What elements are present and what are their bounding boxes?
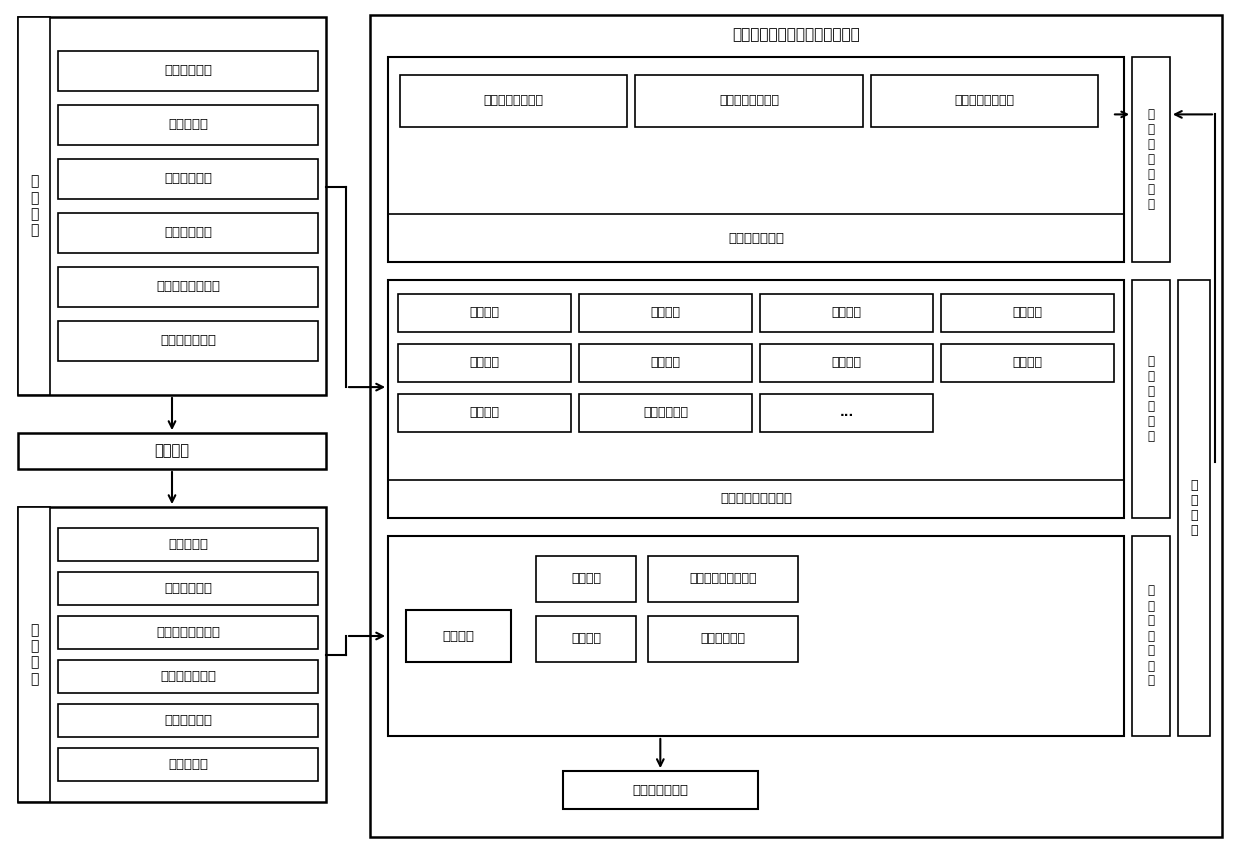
Bar bbox=[649, 616, 799, 662]
Bar bbox=[388, 280, 1123, 518]
Text: 六面照片拍摄上传: 六面照片拍摄上传 bbox=[156, 280, 219, 293]
Text: 生产批次: 生产批次 bbox=[651, 357, 681, 369]
Bar bbox=[58, 704, 317, 737]
Bar bbox=[536, 556, 636, 602]
Bar bbox=[1132, 536, 1171, 736]
Text: 含铅酸液占比: 含铅酸液占比 bbox=[644, 406, 688, 420]
Text: 废铅蓄电池完整性快速识别平台: 废铅蓄电池完整性快速识别平台 bbox=[732, 27, 859, 43]
Bar bbox=[58, 105, 317, 145]
Text: 产品型号: 产品型号 bbox=[470, 357, 500, 369]
Text: 生产日期: 生产日期 bbox=[832, 357, 862, 369]
Text: 完
整
性
识
别
模
块: 完 整 性 识 别 模 块 bbox=[1147, 585, 1154, 687]
Bar bbox=[563, 771, 758, 809]
Bar bbox=[579, 344, 751, 382]
Text: ...: ... bbox=[839, 406, 853, 420]
Text: 产品尺寸: 产品尺寸 bbox=[651, 306, 681, 320]
Bar bbox=[58, 616, 317, 649]
Bar bbox=[19, 17, 50, 395]
Text: 扫描二维码: 扫描二维码 bbox=[167, 758, 208, 771]
Bar bbox=[760, 294, 932, 332]
Bar bbox=[58, 660, 317, 693]
Text: 电
池
出
厂: 电 池 出 厂 bbox=[30, 174, 38, 238]
Text: 完整性识别结果: 完整性识别结果 bbox=[632, 783, 688, 797]
Text: 使用寿命: 使用寿命 bbox=[470, 406, 500, 420]
Text: 其他信息录入: 其他信息录入 bbox=[164, 227, 212, 239]
Bar bbox=[941, 294, 1114, 332]
Text: 破损部位录入: 破损部位录入 bbox=[164, 582, 212, 595]
Text: 产品重量: 产品重量 bbox=[832, 306, 862, 320]
Text: 完整性判别规则: 完整性判别规则 bbox=[728, 232, 784, 245]
Text: 信
息
存
储
模
块: 信 息 存 储 模 块 bbox=[1147, 355, 1154, 443]
Bar bbox=[1178, 280, 1210, 736]
Bar bbox=[58, 267, 317, 307]
Text: 外观照片对比: 外观照片对比 bbox=[701, 633, 745, 646]
Text: 重量匹配: 重量匹配 bbox=[443, 629, 475, 642]
Text: 尺寸匹配: 尺寸匹配 bbox=[570, 633, 601, 646]
Text: 铅蓄电池产品数据库: 铅蓄电池产品数据库 bbox=[720, 492, 792, 504]
Text: 电池使用: 电池使用 bbox=[155, 444, 190, 458]
Text: 产品编码: 产品编码 bbox=[470, 306, 500, 320]
Bar bbox=[19, 17, 326, 395]
Bar bbox=[19, 507, 326, 802]
Text: 产品图片: 产品图片 bbox=[1013, 306, 1043, 320]
Text: 电子标签写入: 电子标签写入 bbox=[164, 64, 212, 78]
Bar bbox=[941, 344, 1114, 382]
Bar bbox=[1132, 57, 1171, 262]
Bar bbox=[579, 294, 751, 332]
Bar bbox=[1132, 280, 1171, 518]
Text: 生产厂家: 生产厂家 bbox=[1013, 357, 1043, 369]
Text: 出厂回收重量差异: 出厂回收重量差异 bbox=[484, 95, 543, 108]
Bar bbox=[58, 51, 317, 91]
Bar bbox=[401, 75, 627, 127]
Text: 出厂回收尺寸差异: 出厂回收尺寸差异 bbox=[719, 95, 779, 108]
Bar bbox=[58, 528, 317, 561]
Bar bbox=[760, 394, 932, 432]
Text: 完整性分析: 完整性分析 bbox=[167, 538, 208, 551]
Bar bbox=[58, 159, 317, 199]
Bar bbox=[58, 572, 317, 605]
Text: 标签信息存储区分析: 标签信息存储区分析 bbox=[689, 573, 756, 586]
Text: 基
础
知
识
库
模
块: 基 础 知 识 库 模 块 bbox=[1147, 108, 1154, 211]
Text: 六面照片拍摄上传: 六面照片拍摄上传 bbox=[156, 626, 219, 639]
Bar bbox=[405, 610, 511, 662]
Bar bbox=[58, 321, 317, 361]
Text: 二维码生成: 二维码生成 bbox=[167, 119, 208, 132]
Text: 出厂回收外观差异: 出厂回收外观差异 bbox=[955, 95, 1014, 108]
Bar bbox=[19, 433, 326, 469]
Bar bbox=[398, 394, 570, 432]
Text: 生成产品编码: 生成产品编码 bbox=[164, 173, 212, 186]
Bar bbox=[870, 75, 1097, 127]
Bar bbox=[649, 556, 799, 602]
Bar bbox=[635, 75, 863, 127]
Bar bbox=[579, 394, 751, 432]
Bar bbox=[760, 344, 932, 382]
Text: 后
备
规
则: 后 备 规 则 bbox=[1190, 479, 1198, 537]
Bar bbox=[370, 15, 1221, 837]
Bar bbox=[58, 213, 317, 253]
Text: 尺寸和重量录入: 尺寸和重量录入 bbox=[160, 334, 216, 347]
Text: 电
池
回
收: 电 池 回 收 bbox=[30, 623, 38, 686]
Text: 读取电子标签: 读取电子标签 bbox=[164, 714, 212, 727]
Bar bbox=[398, 294, 570, 332]
Bar bbox=[58, 748, 317, 781]
Text: 产品识别: 产品识别 bbox=[570, 573, 601, 586]
Bar bbox=[388, 57, 1123, 262]
Bar bbox=[19, 507, 50, 802]
Bar bbox=[536, 616, 636, 662]
Text: 尺寸和重量录入: 尺寸和重量录入 bbox=[160, 670, 216, 683]
Bar bbox=[388, 536, 1123, 736]
Bar bbox=[398, 344, 570, 382]
